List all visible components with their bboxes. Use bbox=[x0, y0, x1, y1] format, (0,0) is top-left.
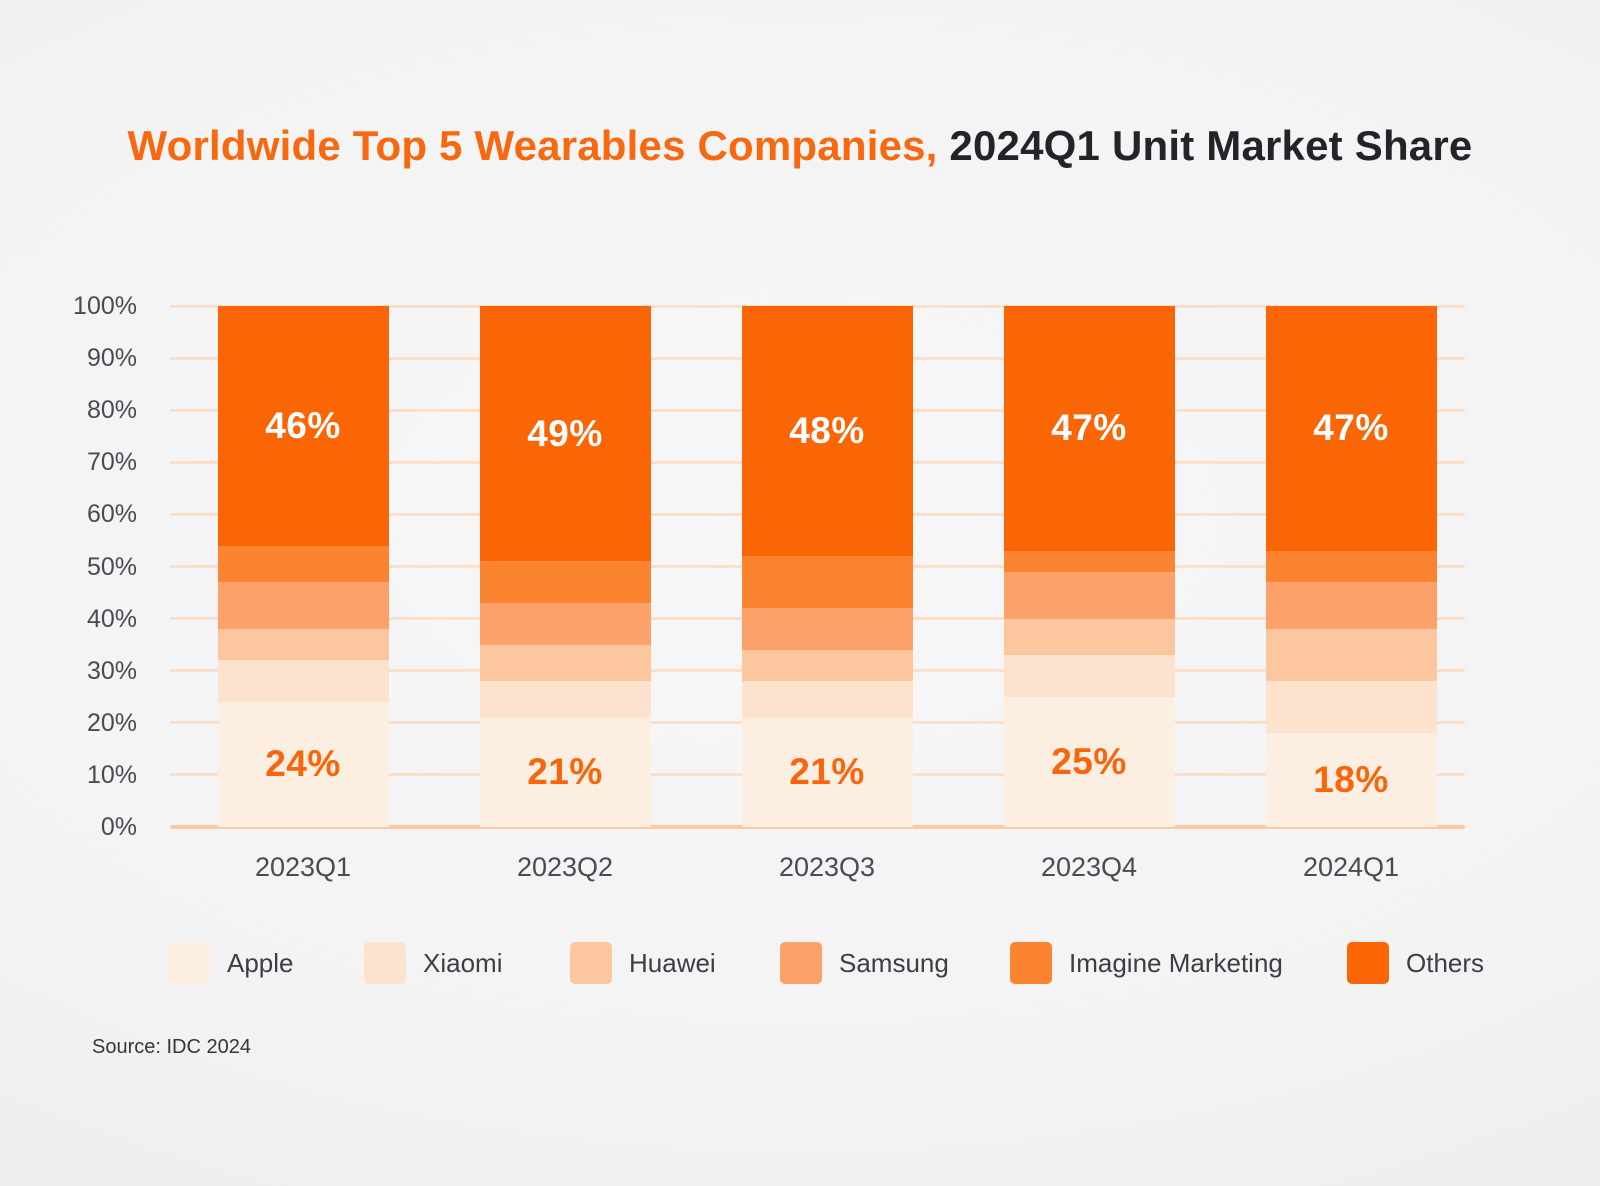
bar-segment-xiaomi bbox=[479, 681, 651, 718]
bar-segment-others: 49% bbox=[479, 306, 651, 562]
legend-label: Huawei bbox=[629, 947, 716, 978]
value-label-apple-2024Q1: 18% bbox=[1313, 759, 1389, 801]
bar-segment-huawei bbox=[1265, 628, 1437, 682]
y-axis-tick-label: 10% bbox=[86, 760, 137, 789]
bar-segment-others: 48% bbox=[741, 306, 913, 557]
bar-segment-xiaomi bbox=[741, 681, 913, 718]
y-axis-tick-label: 70% bbox=[86, 448, 137, 477]
legend-label: Xiaomi bbox=[423, 947, 503, 978]
x-axis-label-2023Q2: 2023Q2 bbox=[516, 852, 614, 882]
bar-segment-others: 47% bbox=[1265, 306, 1437, 551]
bar-segment-imagine-marketing bbox=[217, 545, 389, 583]
y-axis-tick-label: 30% bbox=[86, 656, 137, 685]
legend-item-apple: Apple bbox=[168, 942, 294, 984]
value-label-apple-2023Q4: 25% bbox=[1051, 740, 1127, 782]
bar-segment-huawei bbox=[741, 649, 913, 682]
y-axis-tick-label: 90% bbox=[86, 344, 137, 373]
legend-label: Imagine Marketing bbox=[1069, 947, 1283, 978]
bar-segment-huawei bbox=[479, 644, 651, 682]
y-axis-tick-label: 60% bbox=[86, 500, 137, 529]
chart-title-highlight: Worldwide Top 5 Wearables Companies, bbox=[127, 122, 938, 169]
y-axis-tick-label: 100% bbox=[73, 292, 137, 320]
bar-segment-samsung bbox=[1003, 571, 1175, 619]
source-note: Source: IDC 2024 bbox=[92, 1036, 251, 1058]
legend-swatch-others bbox=[1347, 942, 1389, 984]
legend-item-huawei: Huawei bbox=[570, 942, 716, 984]
bar-segment-others: 46% bbox=[217, 306, 389, 546]
x-axis-zero-line bbox=[170, 825, 1465, 829]
x-axis-label-2023Q3: 2023Q3 bbox=[778, 852, 876, 882]
bar-segment-apple: 18% bbox=[1265, 733, 1437, 827]
bar-segment-samsung bbox=[217, 582, 389, 629]
bar-2024Q1: 47% 18% bbox=[1265, 306, 1437, 827]
y-axis-tick-label: 80% bbox=[86, 396, 137, 425]
bar-segment-imagine-marketing bbox=[741, 556, 913, 609]
legend-item-samsung: Samsung bbox=[780, 942, 949, 984]
bar-segment-samsung bbox=[479, 602, 651, 645]
bar-segment-xiaomi bbox=[217, 660, 389, 702]
x-axis-label-2023Q1: 2023Q1 bbox=[254, 852, 352, 882]
bar-segment-apple: 21% bbox=[741, 717, 913, 827]
y-axis-tick-label: 50% bbox=[86, 552, 137, 581]
bar-2023Q2: 49% 21% bbox=[479, 306, 651, 827]
bar-segment-apple: 25% bbox=[1003, 696, 1175, 827]
value-label-apple-2023Q3: 21% bbox=[789, 751, 865, 793]
bar-2023Q3: 48% 21% bbox=[741, 306, 913, 827]
y-axis-tick-label: 0% bbox=[100, 813, 137, 841]
value-label-others-2023Q4: 47% bbox=[1051, 407, 1127, 449]
x-axis-label-2024Q1: 2024Q1 bbox=[1302, 852, 1400, 882]
bar-segment-others: 47% bbox=[1003, 306, 1175, 551]
legend-item-others: Others bbox=[1347, 942, 1484, 984]
bar-segment-huawei bbox=[1003, 618, 1175, 656]
bar-segment-apple: 24% bbox=[217, 701, 389, 827]
legend-item-imagine-marketing: Imagine Marketing bbox=[1010, 942, 1283, 984]
bar-segment-huawei bbox=[217, 629, 389, 661]
chart-title-rest: 2024Q1 Unit Market Share bbox=[937, 122, 1473, 169]
legend-swatch-apple bbox=[168, 942, 210, 984]
bar-2023Q4: 47% 25% bbox=[1003, 306, 1175, 827]
legend-swatch-imagine-marketing bbox=[1010, 942, 1052, 984]
bar-segment-xiaomi bbox=[1003, 655, 1175, 697]
value-label-apple-2023Q2: 21% bbox=[527, 751, 603, 793]
bar-segment-samsung bbox=[1265, 582, 1437, 629]
legend-label: Samsung bbox=[839, 947, 949, 978]
x-axis-label-2023Q4: 2023Q4 bbox=[1040, 852, 1138, 882]
bar-segment-imagine-marketing bbox=[1003, 550, 1175, 572]
value-label-others-2023Q1: 46% bbox=[265, 404, 341, 446]
bar-segment-imagine-marketing bbox=[479, 561, 651, 603]
value-label-apple-2023Q1: 24% bbox=[265, 743, 341, 785]
legend-swatch-huawei bbox=[570, 942, 612, 984]
legend-swatch-samsung bbox=[780, 942, 822, 984]
bar-segment-xiaomi bbox=[1265, 681, 1437, 734]
legend-label: Apple bbox=[227, 947, 294, 978]
legend-label: Others bbox=[1406, 947, 1485, 978]
value-label-others-2024Q1: 47% bbox=[1313, 407, 1389, 449]
value-label-others-2023Q2: 49% bbox=[527, 412, 603, 454]
y-axis-tick-label: 20% bbox=[86, 708, 137, 737]
bar-segment-samsung bbox=[741, 608, 913, 650]
bar-2023Q1: 46% 24% bbox=[217, 306, 389, 827]
y-axis-tick-label: 40% bbox=[86, 604, 137, 633]
bar-segment-apple: 21% bbox=[479, 717, 651, 827]
chart-title: Worldwide Top 5 Wearables Companies, 202… bbox=[0, 122, 1600, 170]
bar-segment-imagine-marketing bbox=[1265, 550, 1437, 583]
legend-item-xiaomi: Xiaomi bbox=[364, 942, 502, 984]
legend-swatch-xiaomi bbox=[364, 942, 406, 984]
value-label-others-2023Q3: 48% bbox=[789, 410, 865, 452]
